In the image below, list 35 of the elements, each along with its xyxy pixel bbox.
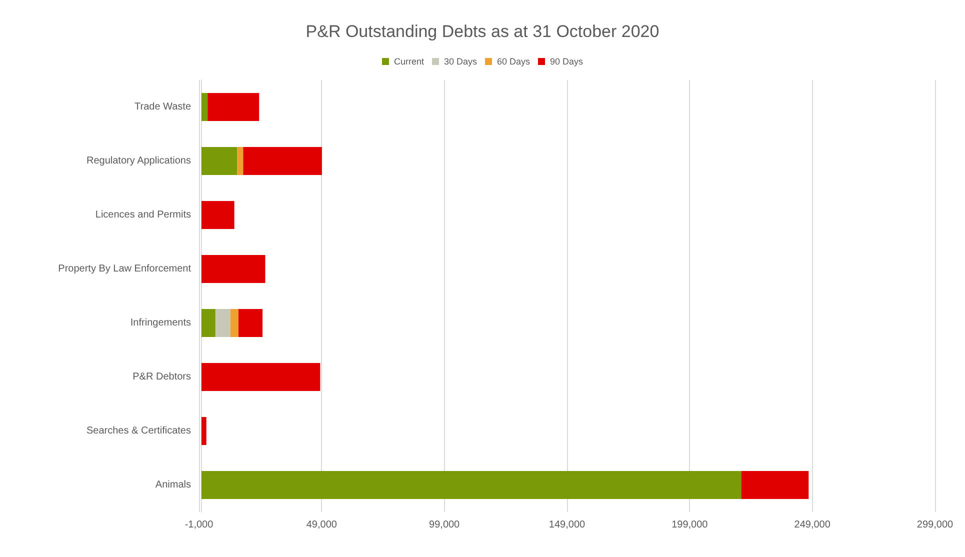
x-tick-label: 99,000: [429, 520, 460, 530]
y-tick-label: Property By Law Enforcement: [58, 264, 192, 274]
y-tick-label: Animals: [155, 480, 191, 490]
bar: [201, 416, 206, 446]
legend-label: 60 Days: [496, 56, 531, 66]
bar: [201, 362, 320, 392]
y-tick-label: Infringements: [130, 318, 191, 328]
y-tick-label: Licences and Permits: [95, 210, 191, 220]
bar: [201, 470, 742, 500]
y-tick-label: P&R Debtors: [132, 372, 191, 382]
bar: [237, 146, 244, 176]
bar: [215, 308, 230, 338]
x-tick-label: 299,000: [916, 520, 954, 530]
bar: [238, 308, 263, 338]
y-tick-label: Searches & Certificates: [86, 426, 191, 436]
legend-label: Current: [394, 56, 424, 66]
bar: [201, 200, 234, 230]
y-tick-label: Regulatory Applications: [86, 156, 191, 166]
chart-title: P&R Outstanding Debts as at 31 October 2020: [306, 22, 660, 41]
bar: [230, 308, 238, 338]
bar: [201, 308, 216, 338]
legend-label: 90 Days: [550, 56, 584, 66]
legend-label: 30 Days: [444, 56, 478, 66]
bar: [201, 92, 208, 122]
bar: [201, 146, 238, 176]
x-tick-label: -1,000: [184, 520, 214, 530]
bar: [243, 146, 322, 176]
bar: [201, 254, 266, 284]
x-tick-label: 49,000: [306, 520, 338, 530]
bar: [208, 92, 260, 122]
y-tick-label: Trade Waste: [134, 102, 192, 112]
x-tick-label: 149,000: [548, 520, 586, 530]
x-tick-label: 249,000: [794, 520, 831, 530]
x-tick-label: 199,000: [672, 520, 708, 530]
bar: [741, 470, 809, 500]
